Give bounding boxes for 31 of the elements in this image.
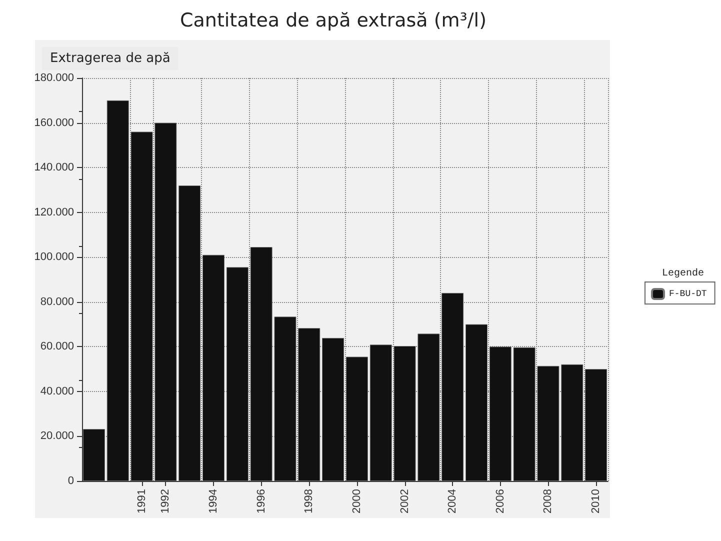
x-tick-label: 1992 [160, 489, 172, 514]
bar [82, 429, 105, 481]
x-tick-label: 2010 [590, 489, 602, 514]
x-tick-label: 1998 [303, 489, 316, 514]
y-tick-label: 140.000 [34, 162, 74, 174]
x-tick-label: 2000 [350, 489, 363, 514]
y-tick-label: 40.000 [40, 385, 74, 398]
x-tick-label: 1991 [136, 489, 148, 514]
x-tick-label: 1996 [255, 489, 268, 514]
bar [346, 356, 368, 481]
x-tick-label: 1994 [208, 489, 220, 514]
bar [202, 254, 224, 481]
y-tick-label: 120.000 [34, 206, 74, 218]
y-tick-label: 180.000 [34, 72, 74, 84]
legend-label: F-BU-DT [669, 289, 708, 299]
x-tick-label: 2002 [398, 489, 411, 514]
chart-title: Cantitatea de apă extrasă (m³/l) [180, 10, 486, 32]
x-tick-label: 2004 [446, 489, 459, 514]
bar [585, 369, 608, 481]
y-tick-label: 100.000 [34, 251, 74, 264]
bar [322, 338, 344, 481]
bar [466, 324, 488, 481]
y-tick-label: 0 [68, 475, 74, 487]
x-tick-label: 2008 [542, 489, 554, 514]
y-tick-label: 160.000 [34, 116, 74, 129]
legend-title: Legende [662, 268, 704, 280]
y-tick-label: 20.000 [40, 430, 74, 442]
y-tick-label: 60.000 [40, 340, 74, 353]
y-tick-label: 80.000 [40, 296, 74, 308]
x-tick-label: 2006 [494, 489, 506, 514]
y-axis-title: Extragerea de apă [50, 51, 170, 66]
